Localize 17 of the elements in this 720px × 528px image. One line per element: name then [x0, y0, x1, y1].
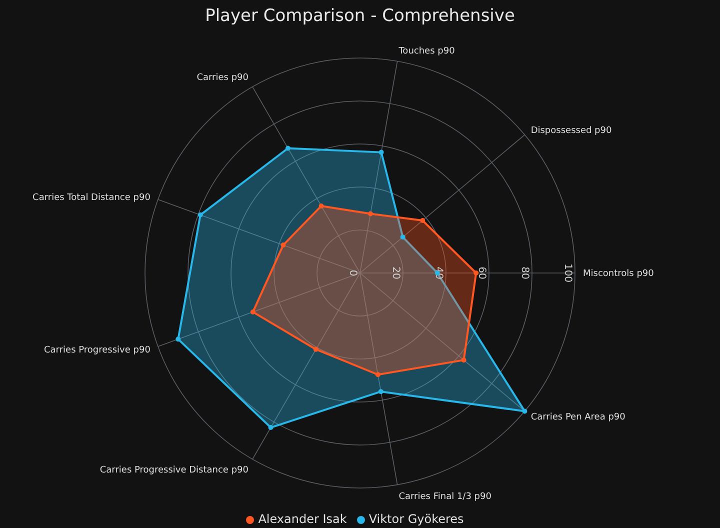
spoke-label: Carries Progressive p90: [44, 345, 151, 356]
y-tick-label: 20: [390, 266, 401, 280]
y-tick-label: 80: [519, 266, 530, 280]
spoke-label: Carries Total Distance p90: [32, 192, 151, 203]
legend-label: Alexander Isak: [258, 512, 347, 526]
spoke-label: Miscontrols p90: [583, 269, 654, 280]
y-tick-label: 0: [347, 270, 358, 276]
spoke-label: Carries p90: [196, 72, 249, 83]
y-tick-label: 100: [562, 263, 573, 283]
spoke-label: Carries Final 1/3 p90: [398, 492, 492, 502]
spoke-label: Dispossessed p90: [530, 126, 612, 136]
y-tick-label: 60: [476, 266, 487, 280]
chart-title: Player Comparison - Comprehensive: [204, 6, 516, 26]
spoke-label: Touches p90: [398, 46, 456, 56]
spoke-label: Carries Progressive Distance p90: [100, 466, 249, 476]
spoke-label: Carries Pen Area p90: [530, 412, 626, 423]
legend-label: Viktor Gyökeres: [368, 512, 464, 526]
